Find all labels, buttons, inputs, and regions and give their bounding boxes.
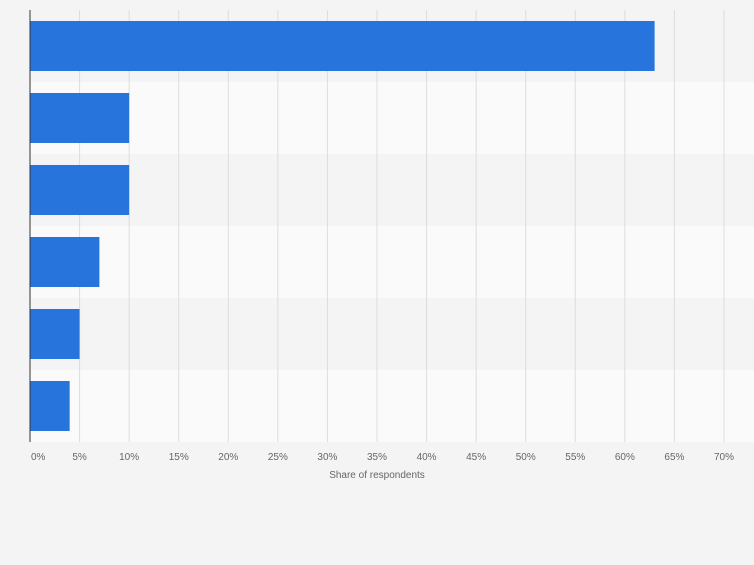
x-tick-label: 10% <box>119 452 139 463</box>
x-axis-label: Share of respondents <box>329 470 425 481</box>
row-band <box>30 82 754 154</box>
bar <box>30 93 130 143</box>
x-tick-label: 60% <box>615 452 635 463</box>
bar <box>30 165 130 215</box>
x-tick-label: 25% <box>268 452 288 463</box>
x-tick-label: 35% <box>367 452 387 463</box>
row-band <box>30 154 754 226</box>
x-tick-label: 40% <box>417 452 437 463</box>
x-tick-label: 70% <box>714 452 734 463</box>
x-tick-label: 45% <box>466 452 486 463</box>
x-tick-label: 5% <box>72 452 87 463</box>
bar <box>30 21 655 71</box>
x-tick-label: 15% <box>169 452 189 463</box>
grid-lines <box>79 10 725 442</box>
row-band <box>30 298 754 370</box>
x-tick-label: 55% <box>565 452 585 463</box>
x-tick-labels: 0% 5% 10% 15% 20% 25% 30% 35% 40% 45% 50% 55% 60% 65%… <box>31 452 734 463</box>
row-band <box>30 226 754 298</box>
bar <box>30 309 80 359</box>
row-bands <box>30 10 754 442</box>
x-tick-label: 30% <box>317 452 337 463</box>
row-band <box>30 370 754 442</box>
bars <box>30 21 655 431</box>
x-tick-label: 0% <box>31 452 46 463</box>
bar <box>30 381 70 431</box>
x-tick-label: 20% <box>218 452 238 463</box>
bar <box>30 237 100 287</box>
x-tick-label: 50% <box>516 452 536 463</box>
x-tick-label: 65% <box>664 452 684 463</box>
